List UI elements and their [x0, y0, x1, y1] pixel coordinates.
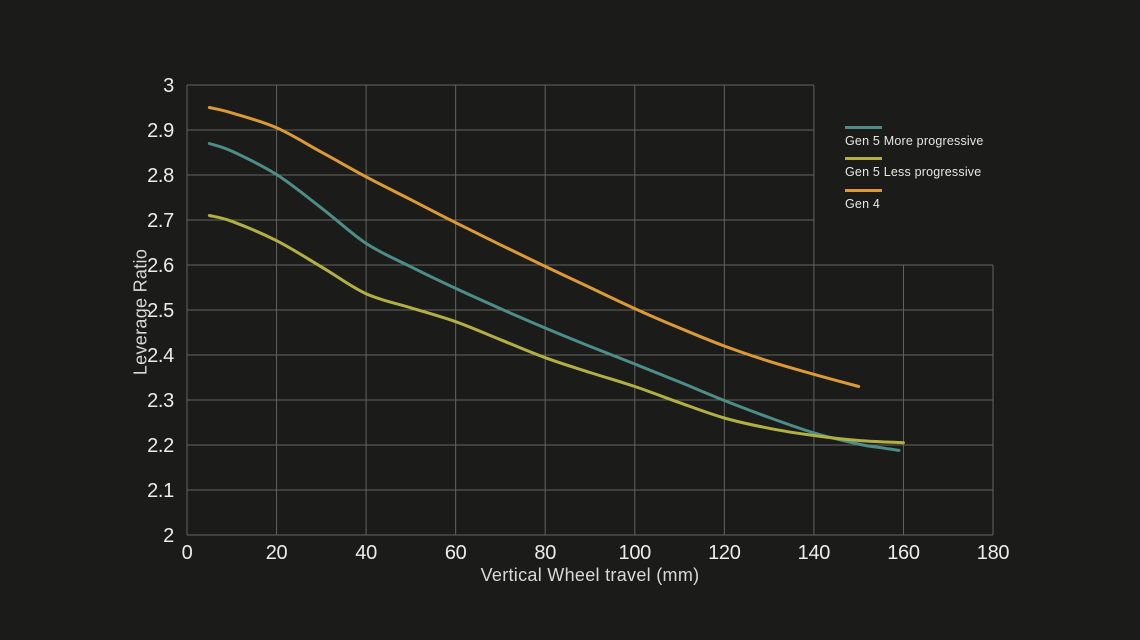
- legend-swatch-yellow: [845, 157, 882, 161]
- legend-item-gen5-more-progressive: Gen 5 More progressive: [845, 126, 984, 148]
- legend: Gen 5 More progressive Gen 5 Less progre…: [845, 126, 984, 220]
- legend-swatch-orange: [845, 188, 882, 192]
- series-lines: [207, 106, 905, 452]
- legend-swatch-teal: [845, 126, 882, 129]
- x-tick-label: 80: [534, 542, 556, 564]
- legend-item-gen5-less-progressive: Gen 5 Less progressive: [845, 157, 984, 179]
- y-tick-label: 2: [163, 525, 174, 547]
- y-tick-label: 2.5: [147, 300, 174, 322]
- series-line-gen-4: [207, 106, 861, 388]
- y-tick-label: 2.7: [147, 210, 174, 232]
- legend-label-gen5-more-progressive: Gen 5 More progressive: [845, 134, 984, 148]
- x-tick-label: 60: [445, 542, 467, 564]
- y-tick-label: 2.4: [147, 345, 174, 367]
- x-tick-label: 180: [977, 542, 1010, 564]
- y-tick-label: 3: [163, 75, 174, 97]
- legend-item-gen4: Gen 4: [845, 188, 984, 211]
- x-tick-label: 40: [355, 542, 377, 564]
- legend-label-gen5-less-progressive: Gen 5 Less progressive: [845, 165, 982, 180]
- y-tick-label: 2.9: [147, 120, 174, 142]
- x-axis-title: Vertical Wheel travel (mm): [480, 565, 700, 585]
- series-line-gen-5-more-progressive: [207, 142, 901, 452]
- x-tick-label: 140: [798, 542, 831, 564]
- x-tick-label: 160: [887, 542, 920, 564]
- y-tick-label: 2.1: [147, 480, 174, 502]
- series-line-gen-5-less-progressive: [207, 214, 905, 445]
- grid: [186, 84, 994, 536]
- axis-tick-labels: 3 2.9 2.8 2.7 2.6 2.5 2.4 2.3 2.2 2.1 20 20 40 60 80 10…: [147, 75, 1010, 564]
- x-tick-label: 20: [266, 542, 288, 564]
- x-tick-label: 0: [182, 542, 193, 564]
- y-tick-label: 2.8: [147, 165, 174, 187]
- y-tick-label: 2.3: [147, 390, 174, 412]
- x-tick-label: 120: [708, 542, 741, 564]
- legend-label-gen4: Gen 4: [845, 196, 881, 211]
- y-tick-label: 2.6: [147, 255, 174, 277]
- y-axis-title: Leverage Ratio: [130, 248, 151, 376]
- y-tick-label: 2.2: [147, 435, 174, 457]
- x-tick-label: 100: [619, 542, 652, 564]
